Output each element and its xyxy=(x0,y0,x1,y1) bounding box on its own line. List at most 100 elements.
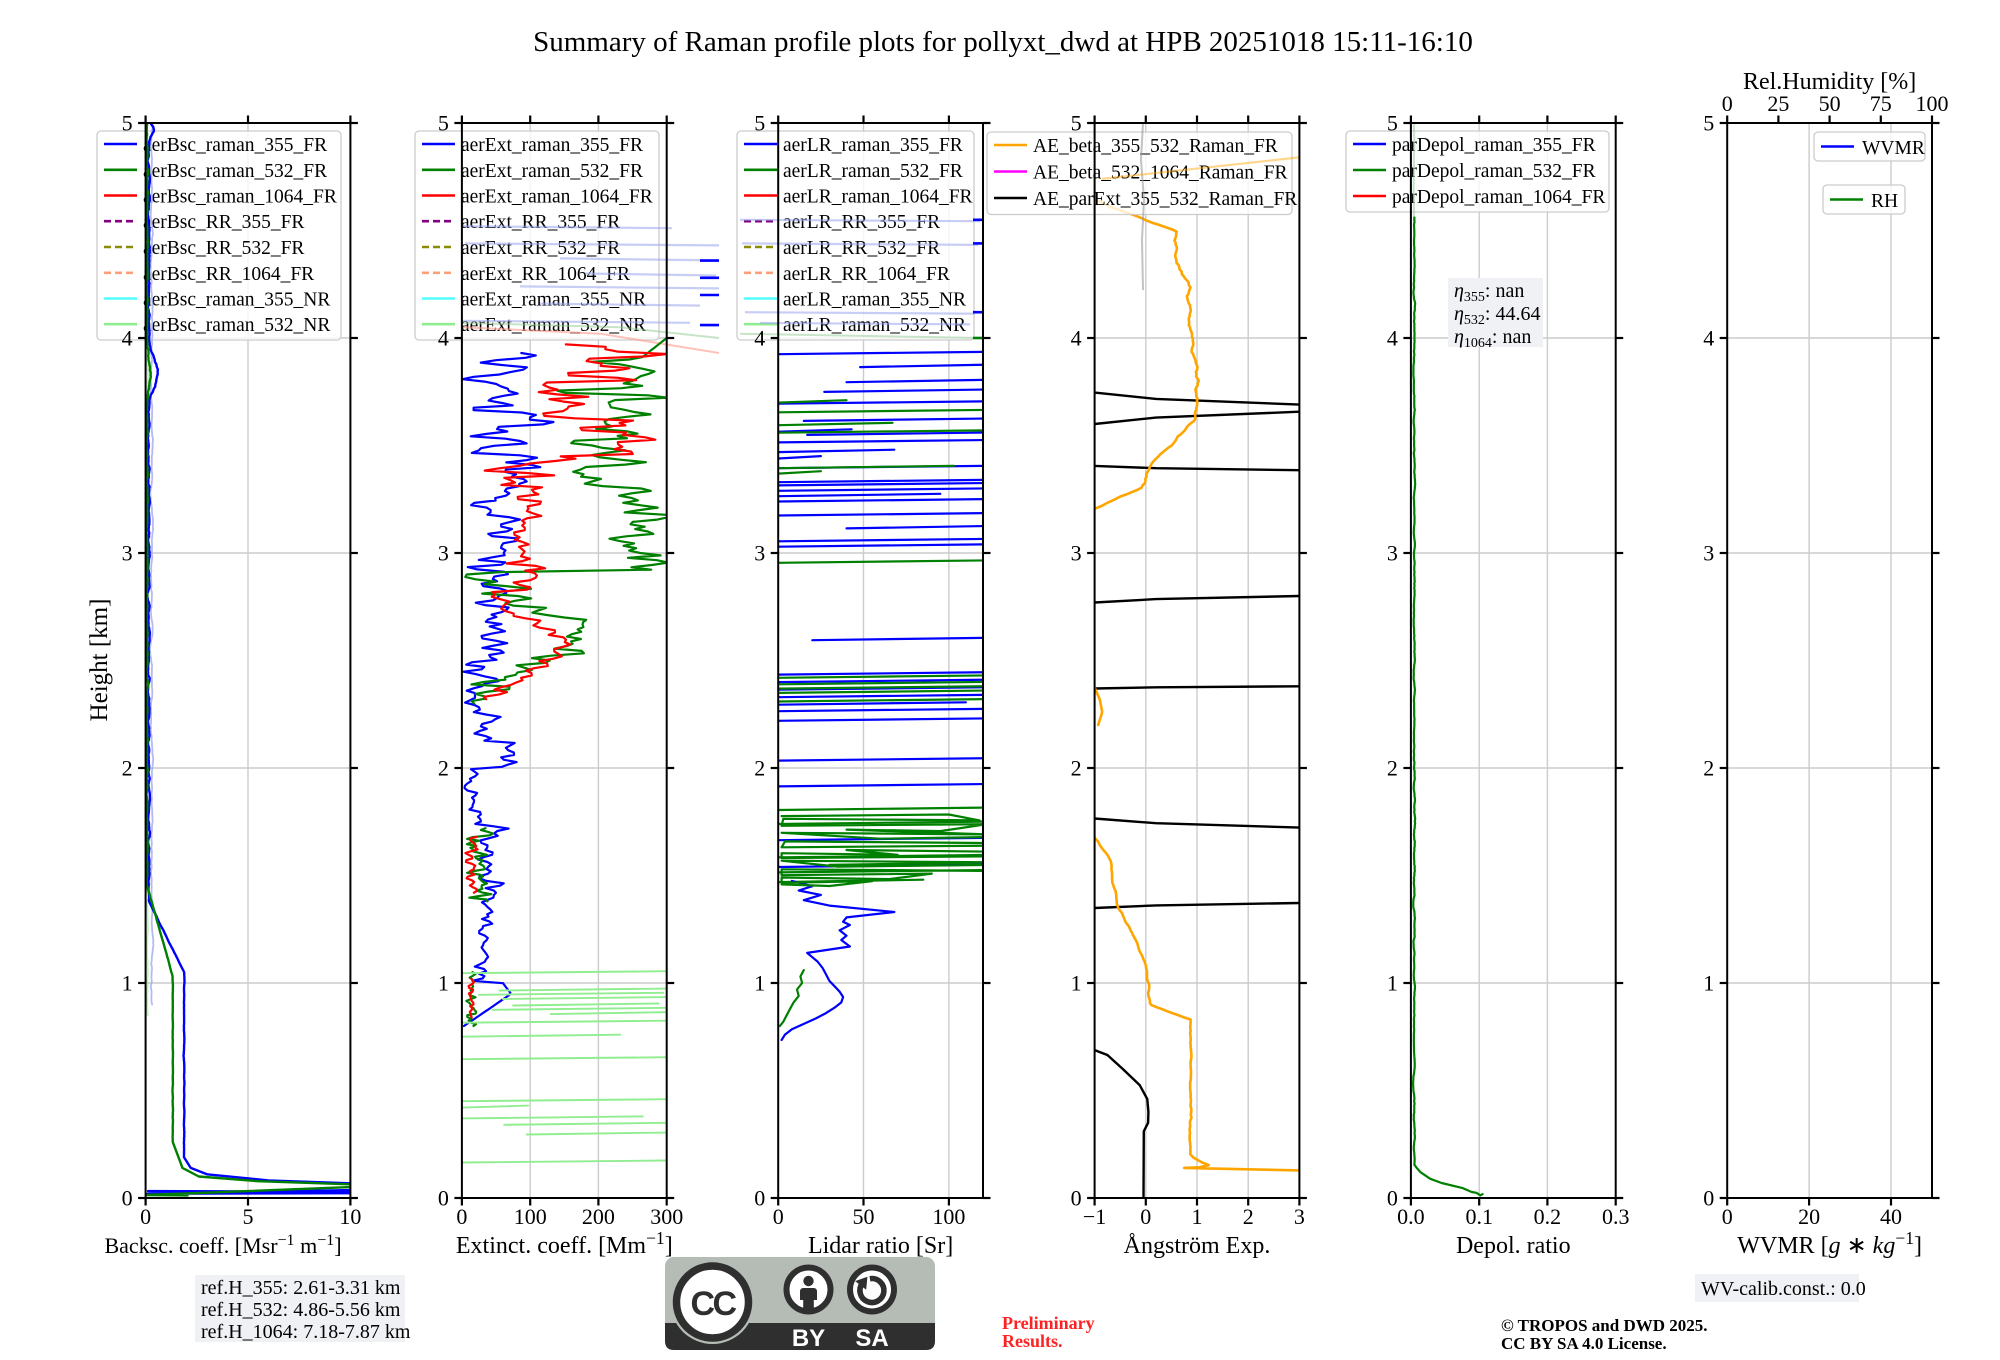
svg-text:25: 25 xyxy=(1767,91,1789,116)
svg-text:Summary of Raman profile plots: Summary of Raman profile plots for polly… xyxy=(533,26,1473,58)
svg-text:5: 5 xyxy=(243,1204,254,1229)
svg-text:0.0: 0.0 xyxy=(1397,1204,1425,1229)
svg-text:parDepol_raman_355_FR: parDepol_raman_355_FR xyxy=(1392,135,1596,156)
svg-text:2: 2 xyxy=(438,756,449,781)
svg-text:0: 0 xyxy=(456,1204,467,1229)
svg-text:aerExt_raman_355_NR: aerExt_raman_355_NR xyxy=(461,290,646,311)
svg-text:0: 0 xyxy=(773,1204,784,1229)
svg-text:aerBsc_raman_355_FR: aerBsc_raman_355_FR xyxy=(143,135,327,156)
svg-text:0: 0 xyxy=(122,1186,133,1211)
svg-text:aerLR_RR_532_FR: aerLR_RR_532_FR xyxy=(783,238,940,259)
svg-text:aerLR_RR_355_FR: aerLR_RR_355_FR xyxy=(783,212,940,233)
svg-text:100: 100 xyxy=(932,1204,965,1229)
svg-text:Preliminary: Preliminary xyxy=(1002,1313,1095,1333)
svg-text:parDepol_raman_1064_FR: parDepol_raman_1064_FR xyxy=(1392,187,1605,208)
svg-text:aerBsc_RR_355_FR: aerBsc_RR_355_FR xyxy=(143,212,304,233)
svg-text:4: 4 xyxy=(1071,326,1082,351)
svg-text:aerLR_raman_532_FR: aerLR_raman_532_FR xyxy=(783,161,963,182)
svg-text:Extinct. coeff. [Mm−1]: Extinct. coeff. [Mm−1] xyxy=(456,1228,673,1259)
svg-text:4: 4 xyxy=(438,326,449,351)
svg-text:0: 0 xyxy=(1140,1204,1151,1229)
svg-text:5: 5 xyxy=(1071,111,1082,136)
svg-text:4: 4 xyxy=(754,326,765,351)
svg-text:aerExt_raman_1064_FR: aerExt_raman_1064_FR xyxy=(461,187,653,208)
svg-text:−1: −1 xyxy=(1083,1204,1106,1229)
svg-text:5: 5 xyxy=(1703,111,1714,136)
svg-text:3: 3 xyxy=(1387,541,1398,566)
svg-text:2: 2 xyxy=(1387,756,1398,781)
svg-text:50: 50 xyxy=(1819,91,1841,116)
svg-text:BY: BY xyxy=(792,1325,825,1352)
svg-text:2: 2 xyxy=(1071,756,1082,781)
svg-text:2: 2 xyxy=(1703,756,1714,781)
svg-text:aerBsc_raman_355_NR: aerBsc_raman_355_NR xyxy=(143,290,330,311)
svg-text:1: 1 xyxy=(438,971,449,996)
svg-text:η355: nan: η355: nan xyxy=(1454,280,1524,305)
svg-text:2: 2 xyxy=(754,756,765,781)
svg-text:4: 4 xyxy=(122,326,133,351)
svg-text:aerBsc_RR_1064_FR: aerBsc_RR_1064_FR xyxy=(143,264,314,285)
svg-text:AE_beta_532_1064_Raman_FR: AE_beta_532_1064_Raman_FR xyxy=(1033,163,1288,184)
svg-text:0: 0 xyxy=(754,1186,765,1211)
svg-text:ref.H_532: 4.86-5.56 km: ref.H_532: 4.86-5.56 km xyxy=(201,1299,401,1321)
svg-text:4: 4 xyxy=(1703,326,1714,351)
svg-text:0: 0 xyxy=(140,1204,151,1229)
svg-text:CC BY SA 4.0 License.: CC BY SA 4.0 License. xyxy=(1501,1334,1667,1353)
svg-text:5: 5 xyxy=(122,111,133,136)
svg-text:Depol. ratio: Depol. ratio xyxy=(1456,1233,1571,1259)
svg-text:AE_beta_355_532_Raman_FR: AE_beta_355_532_Raman_FR xyxy=(1033,136,1278,157)
svg-text:1: 1 xyxy=(1703,971,1714,996)
svg-text:5: 5 xyxy=(754,111,765,136)
svg-text:Rel.Humidity [%]: Rel.Humidity [%] xyxy=(1743,69,1916,95)
svg-text:0: 0 xyxy=(1071,1186,1082,1211)
svg-text:WVMR [g ∗ kg−1]: WVMR [g ∗ kg−1] xyxy=(1737,1228,1922,1259)
svg-text:aerExt_RR_355_FR: aerExt_RR_355_FR xyxy=(461,212,620,233)
svg-text:aerLR_RR_1064_FR: aerLR_RR_1064_FR xyxy=(783,264,950,285)
svg-text:0.1: 0.1 xyxy=(1465,1204,1493,1229)
svg-text:aerBsc_raman_532_NR: aerBsc_raman_532_NR xyxy=(143,315,330,336)
svg-text:0.2: 0.2 xyxy=(1534,1204,1562,1229)
svg-text:aerExt_raman_355_FR: aerExt_raman_355_FR xyxy=(461,135,643,156)
svg-text:1: 1 xyxy=(122,971,133,996)
svg-text:200: 200 xyxy=(582,1204,615,1229)
svg-text:WV-calib.const.: 0.0: WV-calib.const.: 0.0 xyxy=(1701,1278,1866,1300)
svg-text:ref.H_355: 2.61-3.31 km: ref.H_355: 2.61-3.31 km xyxy=(201,1277,401,1299)
svg-text:3: 3 xyxy=(438,541,449,566)
svg-text:20: 20 xyxy=(1798,1204,1820,1229)
svg-text:parDepol_raman_532_FR: parDepol_raman_532_FR xyxy=(1392,161,1596,182)
svg-text:75: 75 xyxy=(1870,91,1892,116)
svg-text:3: 3 xyxy=(122,541,133,566)
svg-text:aerBsc_RR_532_FR: aerBsc_RR_532_FR xyxy=(143,238,304,259)
svg-text:5: 5 xyxy=(1387,111,1398,136)
svg-text:50: 50 xyxy=(853,1204,875,1229)
svg-text:0: 0 xyxy=(1722,91,1733,116)
svg-text:AE_parExt_355_532_Raman_FR: AE_parExt_355_532_Raman_FR xyxy=(1033,189,1297,210)
svg-text:40: 40 xyxy=(1880,1204,1902,1229)
svg-text:3: 3 xyxy=(1071,541,1082,566)
svg-text:RH: RH xyxy=(1871,191,1898,212)
svg-text:1: 1 xyxy=(754,971,765,996)
svg-text:Backsc. coeff. [Msr−1 m−1]: Backsc. coeff. [Msr−1 m−1] xyxy=(104,1232,341,1258)
svg-text:1: 1 xyxy=(1192,1204,1203,1229)
svg-text:100: 100 xyxy=(1916,91,1949,116)
svg-text:η532: 44.64: η532: 44.64 xyxy=(1454,303,1540,328)
svg-text:3: 3 xyxy=(754,541,765,566)
svg-text:2: 2 xyxy=(1243,1204,1254,1229)
svg-text:aerLR_raman_532_NR: aerLR_raman_532_NR xyxy=(783,315,966,336)
svg-text:0: 0 xyxy=(1387,1186,1398,1211)
svg-text:CC: CC xyxy=(690,1285,736,1323)
svg-text:WVMR: WVMR xyxy=(1862,138,1925,159)
svg-text:10: 10 xyxy=(339,1204,361,1229)
svg-text:aerLR_raman_355_FR: aerLR_raman_355_FR xyxy=(783,135,963,156)
svg-text:1: 1 xyxy=(1387,971,1398,996)
svg-text:Results.: Results. xyxy=(1002,1331,1063,1351)
svg-text:0: 0 xyxy=(438,1186,449,1211)
svg-text:aerLR_raman_1064_FR: aerLR_raman_1064_FR xyxy=(783,187,973,208)
svg-text:aerExt_raman_532_FR: aerExt_raman_532_FR xyxy=(461,161,643,182)
svg-text:1: 1 xyxy=(1071,971,1082,996)
svg-text:aerExt_RR_532_FR: aerExt_RR_532_FR xyxy=(461,238,620,259)
svg-text:0.3: 0.3 xyxy=(1602,1204,1630,1229)
svg-text:4: 4 xyxy=(1387,326,1398,351)
svg-text:0: 0 xyxy=(1722,1204,1733,1229)
svg-text:3: 3 xyxy=(1294,1204,1305,1229)
